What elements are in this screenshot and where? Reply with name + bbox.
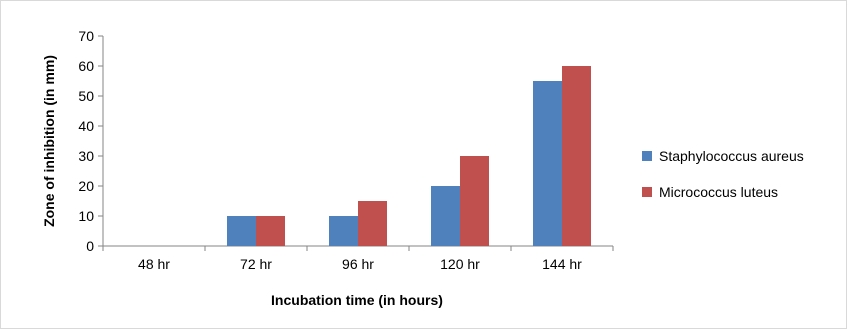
y-tick-label: 50 <box>78 88 94 104</box>
y-tick-label: 20 <box>78 178 94 194</box>
y-axis: 0 10 20 30 40 50 60 70 <box>78 28 104 254</box>
bar <box>227 216 256 246</box>
y-tick-label: 30 <box>78 148 94 164</box>
bar <box>329 216 358 246</box>
legend-label: Staphylococcus aureus <box>659 148 804 164</box>
bar <box>562 66 591 246</box>
x-axis-title: Incubation time (in hours) <box>271 292 443 308</box>
y-tick-label: 60 <box>78 58 94 74</box>
legend-swatch <box>642 187 652 197</box>
bar-chart: 0 10 20 30 40 50 60 70 48 hr 72 hr 96 hr 120 hr 144… <box>41 28 804 308</box>
y-tick-label: 40 <box>78 118 94 134</box>
legend-swatch <box>642 151 652 161</box>
x-tick-label: 48 hr <box>138 256 170 272</box>
y-tick-label: 70 <box>78 28 94 44</box>
x-tick-label: 72 hr <box>240 256 272 272</box>
bar <box>358 201 387 246</box>
bar <box>460 156 489 246</box>
y-tick-label: 10 <box>78 208 94 224</box>
x-axis: 48 hr 72 hr 96 hr 120 hr 144 hr <box>102 245 614 272</box>
y-tick-label: 0 <box>86 238 94 254</box>
bar <box>533 81 562 246</box>
bar <box>256 216 285 246</box>
x-tick-label: 144 hr <box>542 256 582 272</box>
y-axis-title: Zone of inhibition (in mm) <box>41 55 57 227</box>
x-tick-label: 96 hr <box>342 256 374 272</box>
legend-label: Micrococcus luteus <box>659 184 778 200</box>
legend: Staphylococcus aureus Micrococcus luteus <box>642 148 804 200</box>
x-tick-label: 120 hr <box>440 256 480 272</box>
bar <box>431 186 460 246</box>
bar-series <box>227 66 591 246</box>
